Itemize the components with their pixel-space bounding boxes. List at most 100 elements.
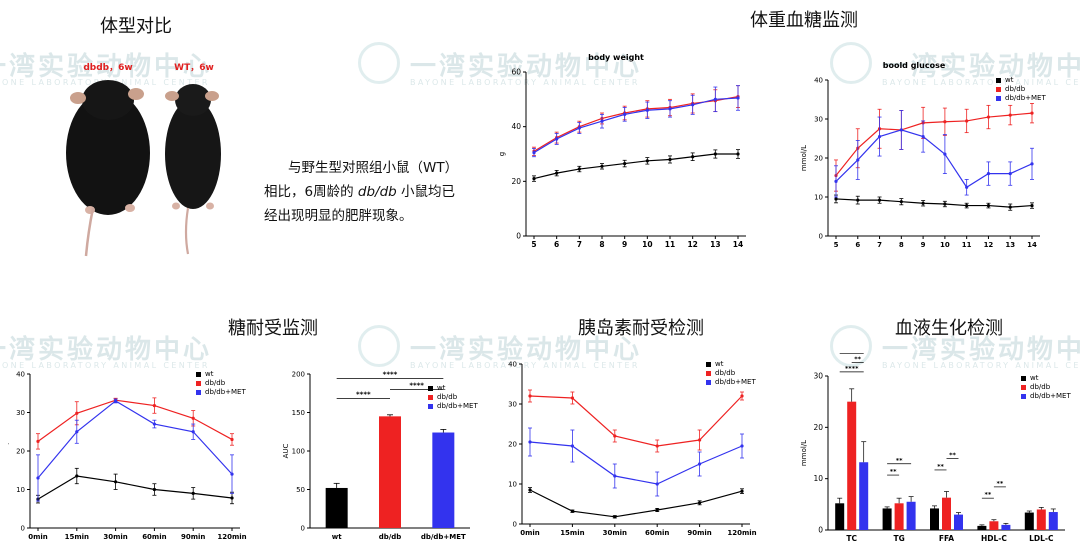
data-point	[1030, 111, 1034, 115]
y-axis-label: mmol/L	[8, 438, 10, 464]
legend-label: db/db	[437, 393, 458, 401]
x-tick-label: 60min	[142, 533, 166, 541]
watermark-text: 一湾实验动物中心	[410, 52, 643, 82]
data-point	[877, 134, 882, 139]
y-tick-label: 0	[301, 525, 305, 533]
data-point	[645, 159, 649, 163]
gtt-chart: 0 10 20 30 40 mmol/L 0min 15min 30min 60min 90min 1…	[8, 370, 247, 541]
legend-label: db/db+MET	[1005, 94, 1046, 102]
data-point	[528, 440, 532, 444]
watermark-text: 一湾实验动物中心	[0, 335, 213, 365]
legend-swatch	[1021, 376, 1026, 381]
y-tick-label: 0	[818, 526, 823, 535]
description: 与野生型对照组小鼠（WT） 相比，6周龄的 db/db 小鼠均已 经出现明显的肥…	[264, 156, 458, 228]
data-point	[191, 416, 195, 420]
legend-label: db/db	[1030, 383, 1051, 391]
data-point	[965, 185, 969, 189]
legend-swatch	[428, 386, 433, 391]
x-tick-label: LDL-C	[1029, 534, 1054, 543]
data-point	[736, 96, 740, 100]
watermark-text: 一湾实验动物中心	[0, 52, 213, 82]
data-point	[114, 480, 118, 484]
data-point	[645, 108, 649, 112]
bar-met	[906, 501, 916, 530]
bar-met	[1048, 512, 1058, 530]
bar	[379, 416, 401, 528]
data-point	[943, 152, 947, 156]
y-tick-label: 30	[813, 372, 823, 381]
blood-glucose-chart: 0 10 20 30 40 mmol/L boold glucose 5 6 7 8 9 10 11 12 1…	[800, 61, 1046, 249]
data-point	[986, 115, 991, 119]
data-point	[36, 476, 40, 480]
series-line-dbdb	[835, 112, 1033, 176]
section-title-itt: 胰岛素耐受检测	[578, 318, 704, 339]
y-tick-label: 30	[508, 401, 517, 409]
data-point	[740, 489, 744, 493]
legend-label: db/db	[715, 369, 736, 377]
watermark-logo-icon	[830, 42, 872, 84]
data-point	[600, 119, 604, 123]
y-tick-label: 0	[819, 233, 823, 241]
data-point	[555, 137, 559, 141]
data-point	[570, 396, 574, 400]
data-point	[877, 198, 882, 202]
x-tick-label: 0min	[28, 533, 48, 541]
legend-label: wt	[1030, 374, 1039, 382]
x-tick-label: db/db+MET	[421, 533, 466, 541]
x-tick-label: 30min	[603, 529, 627, 537]
bar-wt	[835, 503, 845, 530]
x-tick-label: 11	[962, 241, 972, 249]
photo-label-wt: WT，6w	[174, 63, 214, 73]
data-point	[834, 179, 838, 183]
x-tick-label: 14	[733, 240, 743, 249]
x-tick-label: 14	[1027, 241, 1037, 249]
data-point	[191, 491, 195, 495]
series-line-met	[529, 441, 743, 485]
series-line-wt	[529, 489, 743, 518]
data-point	[1030, 203, 1034, 208]
significance-label: **	[890, 468, 897, 476]
section-title-gtt: 糖耐受监测	[228, 318, 318, 339]
y-tick-label: 20	[511, 177, 521, 186]
data-point	[740, 444, 744, 448]
bar-dbdb	[847, 401, 857, 530]
y-tick-label: 150	[292, 409, 305, 417]
wt-mouse	[165, 84, 221, 255]
watermark-subtext: BAYONE LABORATORY ANIMAL CENTER	[410, 78, 640, 87]
data-point	[75, 430, 79, 434]
x-tick-label: 9	[921, 241, 926, 249]
x-tick-label: 90min	[181, 533, 205, 541]
bar-wt	[930, 508, 939, 530]
data-point	[191, 430, 195, 434]
y-tick-label: 30	[16, 409, 25, 417]
section-title-body-shape: 体型对比	[100, 16, 172, 37]
data-point	[943, 120, 947, 124]
legend-swatch	[996, 78, 1001, 83]
y-tick-label: 0	[513, 521, 517, 529]
data-point	[921, 134, 925, 139]
mouse-photo: dbdb，6w WT，6w	[66, 63, 221, 257]
legend-swatch	[706, 362, 711, 367]
watermark-logo-icon	[358, 42, 400, 84]
x-tick-label: 90min	[687, 529, 711, 537]
data-point	[698, 462, 702, 466]
legend-label: db/db+MET	[205, 388, 246, 396]
y-tick-label: 200	[292, 371, 305, 379]
data-point	[713, 97, 717, 101]
bar-wt	[1024, 512, 1034, 530]
legend-swatch	[706, 380, 711, 385]
legend-swatch	[996, 87, 1001, 92]
data-point	[655, 444, 659, 448]
x-tick-label: 10	[642, 240, 652, 249]
data-point	[921, 201, 925, 205]
y-tick-label: 20	[814, 155, 823, 163]
legend-label: wt	[715, 360, 724, 368]
data-point	[1008, 205, 1012, 209]
data-point	[577, 126, 581, 130]
series-line-met	[533, 97, 739, 154]
description-line-3: 经出现明显的肥胖现象。	[264, 208, 413, 224]
legend-swatch	[196, 390, 201, 395]
y-tick-label: 40	[511, 122, 521, 131]
legend-label: db/db+MET	[1030, 392, 1071, 400]
